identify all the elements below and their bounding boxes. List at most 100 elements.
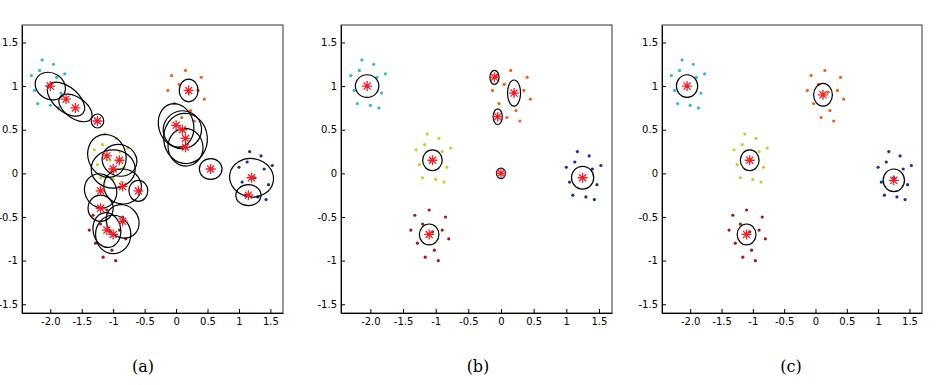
data-point <box>703 72 706 75</box>
y-tick-mark <box>341 217 345 218</box>
component-ellipse <box>78 168 123 214</box>
y-tick-label: 1.5 <box>321 37 337 48</box>
y-tick-mark <box>662 304 666 305</box>
data-point <box>437 137 440 140</box>
y-tick: -0.5 <box>638 212 666 223</box>
component-ellipse <box>98 139 142 181</box>
component-ellipse <box>737 224 756 245</box>
data-point <box>237 166 240 169</box>
component-ellipse <box>236 185 261 206</box>
data-point <box>676 102 679 105</box>
x-tick-label: -1 <box>109 316 119 327</box>
center-marker <box>114 155 124 165</box>
y-axis: 1.510.50-0.5-1-1.5 <box>638 26 666 314</box>
data-point <box>360 58 363 61</box>
y-tick: -1 <box>648 255 666 266</box>
data-point <box>764 237 767 240</box>
x-tick: 0.5 <box>526 309 542 327</box>
y-tick-label: -1 <box>648 255 658 266</box>
data-point <box>441 228 444 231</box>
cluster-points <box>877 150 913 201</box>
y-tick: 0.5 <box>642 124 666 135</box>
cluster-points <box>349 58 387 109</box>
x-tick-mark <box>145 309 146 313</box>
x-tick-mark <box>208 309 209 313</box>
data-point <box>697 106 700 109</box>
data-point <box>433 249 436 252</box>
x-tick: 0.5 <box>839 309 855 327</box>
data-point <box>377 106 380 109</box>
x-tick-mark <box>501 309 502 313</box>
data-point <box>96 163 99 166</box>
y-tick-mark <box>341 261 345 262</box>
cluster-points <box>166 69 206 123</box>
y-tick: 1 <box>652 81 666 92</box>
data-point <box>41 58 44 61</box>
data-point <box>418 163 421 166</box>
y-tick: 0 <box>12 168 26 179</box>
component-ellipse <box>82 129 132 183</box>
center-marker <box>177 125 187 135</box>
component-ellipse <box>493 109 502 125</box>
x-tick-mark <box>176 309 177 313</box>
x-tick-mark <box>784 309 785 313</box>
y-tick-label: 0.5 <box>642 124 658 135</box>
data-point <box>423 143 426 146</box>
y-tick-mark <box>22 130 26 131</box>
y-axis-line <box>341 26 342 314</box>
y-tick-label: 1 <box>12 81 18 92</box>
data-point <box>59 91 62 94</box>
data-point <box>568 180 571 183</box>
y-tick: 0 <box>652 168 666 179</box>
y-tick-label: 1 <box>331 81 337 92</box>
data-point <box>349 74 352 77</box>
y-tick-mark <box>662 173 666 174</box>
component-ellipse <box>54 89 97 128</box>
x-tick-label: -2.0 <box>681 316 701 327</box>
data-point <box>810 74 813 77</box>
cluster-points <box>237 150 274 201</box>
component-centers <box>45 81 256 239</box>
center-marker <box>424 229 434 239</box>
data-point <box>518 119 521 122</box>
data-point <box>88 228 91 231</box>
data-point <box>885 160 888 163</box>
x-tick: 1.5 <box>902 309 918 327</box>
center-marker <box>102 225 112 235</box>
data-point <box>352 89 355 92</box>
y-tick-label: -0.5 <box>317 212 337 223</box>
component-ellipse <box>199 159 222 180</box>
data-point <box>416 242 419 245</box>
data-point <box>741 256 744 259</box>
data-point <box>743 132 746 135</box>
component-ellipse <box>572 166 594 189</box>
component-ellipse <box>490 70 499 84</box>
center-marker <box>118 216 128 226</box>
y-tick: 1.5 <box>321 37 345 48</box>
data-point <box>595 183 598 186</box>
x-tick-mark <box>878 309 879 313</box>
x-tick: -1 <box>431 309 441 327</box>
components <box>676 75 904 245</box>
data-point <box>264 198 267 201</box>
components <box>30 67 276 254</box>
component-ellipse <box>129 180 148 201</box>
data-point <box>571 194 574 197</box>
x-axis: -2.0-1.5-1-0.500.511.5 <box>342 309 613 327</box>
y-axis-line <box>662 26 663 314</box>
center-marker <box>362 81 372 91</box>
x-tick: -2.0 <box>361 309 381 327</box>
data-point <box>267 183 270 186</box>
center-marker <box>45 81 55 91</box>
data-point <box>259 154 262 157</box>
component-ellipse <box>165 126 206 169</box>
x-tick: 0 <box>813 309 819 327</box>
data-point <box>101 143 104 146</box>
x-tick: -2.0 <box>41 309 61 327</box>
y-axis-line <box>22 26 23 314</box>
y-tick: 0 <box>331 168 345 179</box>
data-point <box>680 58 683 61</box>
data-point <box>380 91 383 94</box>
x-tick: -0.5 <box>459 309 479 327</box>
x-axis-line <box>663 313 923 314</box>
